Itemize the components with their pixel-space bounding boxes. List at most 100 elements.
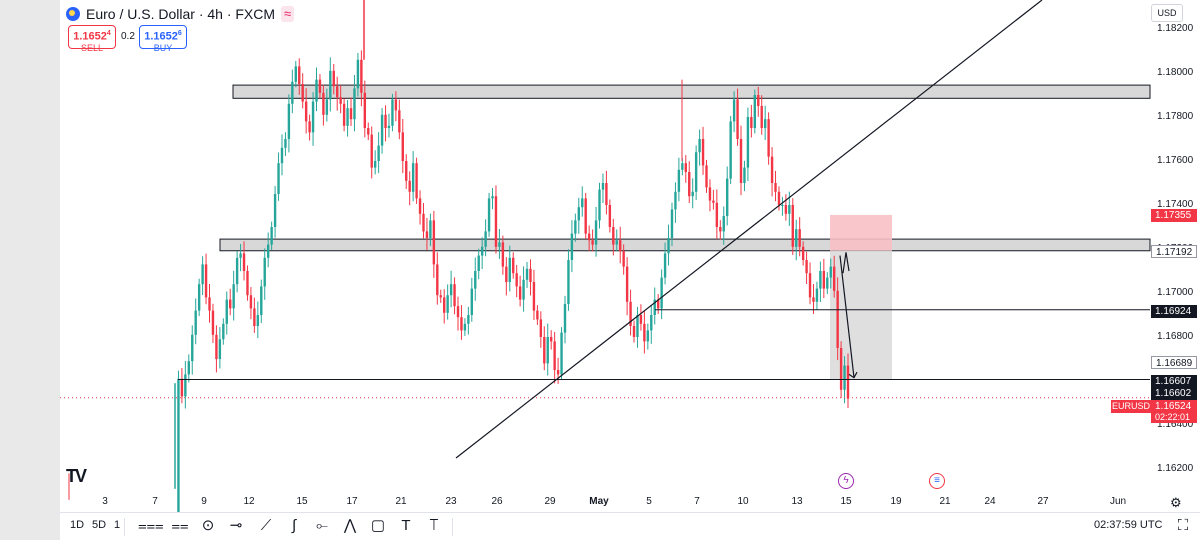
rectangle-icon[interactable]: ▢ [370, 517, 386, 534]
candle-body [197, 284, 201, 311]
circle-target-icon[interactable]: ⊙ [201, 517, 215, 534]
candle-body [411, 163, 415, 192]
left-toolbar [0, 0, 60, 540]
left-toolbar-strip [0, 0, 60, 540]
lightning-event-icon[interactable]: ϟ [838, 473, 854, 489]
candle-body [784, 205, 788, 214]
currency-selector[interactable]: USD [1151, 4, 1183, 22]
candle-body [408, 180, 411, 192]
fullscreen-icon[interactable]: ⛶ [1177, 517, 1189, 534]
candle-body [594, 220, 598, 245]
candle-body [443, 297, 446, 313]
long-position-icon[interactable]: ⩶ [138, 517, 164, 534]
short-position-icon[interactable]: ⩵ [171, 517, 189, 534]
candle-body [432, 220, 436, 265]
candle-body [477, 255, 480, 271]
us-flag-event-icon[interactable]: ≡ [929, 473, 945, 489]
candle-body [763, 119, 767, 128]
settings-gear-icon[interactable]: ⚙ [1170, 495, 1182, 510]
candle-body [229, 299, 232, 309]
candle-body [291, 81, 294, 104]
candle-body [329, 70, 332, 100]
time-tick-label: 15 [840, 496, 852, 507]
target-zone-box [830, 250, 892, 380]
candle-body [650, 315, 653, 331]
candle-body [788, 205, 791, 214]
candle-body [253, 308, 256, 326]
sell-button[interactable]: 1.16524 SELL [68, 25, 116, 53]
candle-body [667, 238, 670, 254]
timeframe-1[interactable]: 1 [114, 519, 121, 531]
support-resistance-zone [219, 238, 1151, 252]
candle-body [781, 205, 784, 206]
buy-price: 1.1652 [144, 30, 178, 43]
symbol-header[interactable]: Euro / U.S. Dollar · 4h · FXCM ≈ [66, 4, 295, 24]
tradingview-logo-icon[interactable]: TV [66, 466, 87, 486]
candle-body [605, 183, 608, 205]
candle-body [336, 86, 339, 98]
text-tool-icon[interactable]: T [401, 517, 411, 534]
candle-body [439, 295, 442, 298]
time-tick-label: 12 [243, 496, 255, 507]
candle-body [591, 240, 594, 245]
candle-body [211, 310, 215, 335]
path-icon[interactable]: ∫ [291, 517, 297, 534]
candle-body [612, 227, 615, 245]
candle-body [688, 172, 691, 197]
candle-body [539, 319, 543, 337]
candle-body [429, 220, 432, 238]
candle-body [677, 169, 681, 192]
candle-body [398, 110, 401, 133]
buy-button[interactable]: 1.16526 BUY [139, 25, 187, 53]
candle-body [753, 95, 757, 128]
candle-body [380, 114, 384, 146]
arrow-line-icon[interactable]: ⟜ [315, 517, 328, 534]
price-label-last: 1.16524 [1151, 400, 1197, 413]
candle-body [832, 266, 836, 291]
trend-line [455, 0, 1043, 459]
candle-body [639, 315, 643, 324]
candle-body [795, 229, 798, 247]
candle-body [822, 271, 826, 289]
candle-body [691, 191, 694, 197]
candle-body [522, 279, 525, 300]
buy-price-sup: 6 [177, 30, 182, 37]
candle-body [415, 163, 418, 199]
timeframe-1d[interactable]: 1D [70, 519, 85, 531]
candle-body [529, 268, 532, 282]
candle-body [750, 117, 753, 128]
pattern-icon[interactable]: ⋀ [343, 517, 357, 534]
candle-body [532, 282, 536, 311]
candle-body [249, 295, 253, 309]
candle-body [722, 216, 725, 232]
candle-body [553, 341, 556, 370]
horizontal-ray-icon[interactable]: ⊸ [229, 517, 243, 534]
candle-body [405, 161, 408, 181]
candle-body [449, 284, 453, 296]
bottom-toolbar: 1D 5D 1 ⩶ ⩵ ⊙ ⊸ ⟋ ∫ ⟜ ⋀ ▢ T ⟙ 02:37:59 U… [60, 512, 1200, 541]
sell-price-sup: 4 [106, 30, 111, 37]
candle-body [180, 378, 184, 397]
symbol-title[interactable]: Euro / U.S. Dollar · 4h · FXCM [86, 6, 276, 22]
anchored-text-icon[interactable]: ⟙ [429, 517, 439, 534]
trend-line-icon[interactable]: ⟋ [260, 517, 272, 534]
candle-body [387, 125, 391, 128]
utc-clock[interactable]: 02:37:59 UTC [1094, 519, 1163, 531]
candle-body [360, 59, 363, 93]
candle-body [484, 231, 487, 247]
candle-body [518, 286, 522, 300]
candle-body [318, 79, 322, 93]
candle-body [436, 264, 439, 296]
market-open-icon[interactable]: ≈ [281, 6, 295, 22]
candle-body [512, 257, 515, 274]
candle-body [270, 227, 273, 245]
candle-body [201, 264, 204, 285]
timeframe-5d[interactable]: 5D [92, 519, 107, 531]
candle-body [629, 301, 632, 326]
time-tick-label: 9 [201, 496, 207, 507]
candle-body [712, 200, 715, 203]
candle-body [801, 246, 805, 260]
candle-body [242, 253, 246, 271]
